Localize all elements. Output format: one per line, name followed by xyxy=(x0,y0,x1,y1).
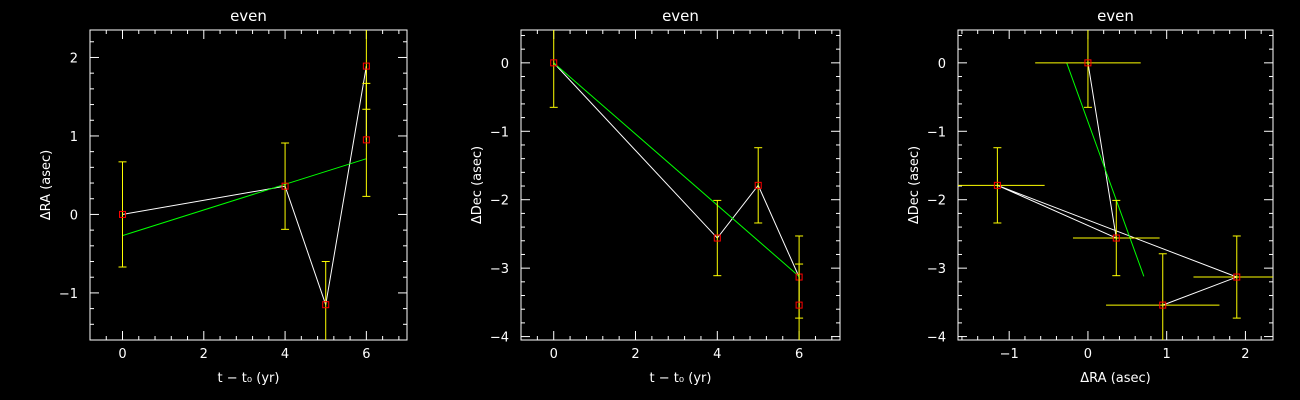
data-point xyxy=(322,301,330,309)
data-point xyxy=(713,234,721,242)
chart-title: even xyxy=(230,7,267,25)
x-tick-label: 6 xyxy=(362,347,370,362)
y-tick-label: 1 xyxy=(70,130,78,145)
y-tick-label: −1 xyxy=(59,287,78,302)
y-tick-label: 0 xyxy=(501,57,509,72)
fit-line xyxy=(1066,62,1145,277)
x-tick-label: 6 xyxy=(795,347,803,362)
y-axis-label: ΔRA (asec) xyxy=(39,150,54,220)
data-point xyxy=(1233,273,1241,281)
x-axis-label: ΔRA (asec) xyxy=(1080,371,1150,386)
data-point xyxy=(1084,59,1092,67)
y-tick-label: −4 xyxy=(927,331,946,346)
data-point xyxy=(119,210,127,218)
x-tick-label: 4 xyxy=(281,347,289,362)
data-point xyxy=(550,59,558,67)
fit-line xyxy=(553,62,800,277)
y-tick-label: 0 xyxy=(938,57,946,72)
y-axis-label: ΔDec (asec) xyxy=(907,146,922,224)
y-tick-label: −2 xyxy=(927,194,946,209)
x-tick-label: 1 xyxy=(1163,347,1171,362)
y-tick-label: −1 xyxy=(490,125,509,140)
x-tick-label: 2 xyxy=(1241,347,1249,362)
connecting-line xyxy=(553,62,800,306)
chart-title: even xyxy=(1097,7,1134,25)
y-tick-label: −2 xyxy=(490,194,509,209)
x-tick-label: 0 xyxy=(1084,347,1092,362)
chart-title: even xyxy=(662,7,699,25)
plot-area xyxy=(958,30,1273,340)
x-tick-label: 2 xyxy=(200,347,208,362)
data-point xyxy=(362,62,370,70)
panel-dec-vs-time: 0 2 4 6 −4 −3 −2 −1 0 even t − t₀ (yr) ΔDec (asec) xyxy=(470,7,841,386)
x-tick-label: 4 xyxy=(713,347,721,362)
data-point xyxy=(281,182,289,190)
data-point xyxy=(1159,301,1167,309)
x-axis-label: t − t₀ (yr) xyxy=(218,371,280,386)
y-tick-label: −3 xyxy=(490,262,509,277)
plot-frame xyxy=(89,29,408,341)
x-tick-label: 0 xyxy=(550,347,558,362)
fit-line xyxy=(122,158,367,237)
connecting-line xyxy=(122,66,367,305)
x-tick-label: −1 xyxy=(1000,347,1019,362)
y-tick-label: −4 xyxy=(490,331,509,346)
plot-frame xyxy=(520,29,841,341)
panel-dec-vs-ra: −1 0 1 2 −4 −3 −2 −1 0 even ΔRA (asec) ΔDec (asec) xyxy=(907,7,1274,386)
y-axis-label: ΔDec (asec) xyxy=(470,146,485,224)
data-point xyxy=(754,181,762,189)
y-tick-label: 0 xyxy=(70,208,78,223)
y-tick-label: −3 xyxy=(927,262,946,277)
data-point xyxy=(362,136,370,144)
data-point xyxy=(795,301,803,309)
plot-area xyxy=(118,30,371,340)
y-tick-label: −1 xyxy=(927,125,946,140)
plot-area xyxy=(549,30,804,340)
x-axis-label: t − t₀ (yr) xyxy=(650,371,712,386)
y-tick-label: 2 xyxy=(70,51,78,66)
data-point xyxy=(1112,234,1120,242)
data-point xyxy=(993,181,1001,189)
x-tick-label: 2 xyxy=(631,347,639,362)
panel-ra-vs-time: 0 2 4 6 −1 0 1 2 even t − t₀ (yr) ΔRA (asec) xyxy=(39,7,408,386)
x-tick-label: 0 xyxy=(118,347,126,362)
connecting-line xyxy=(997,62,1239,306)
